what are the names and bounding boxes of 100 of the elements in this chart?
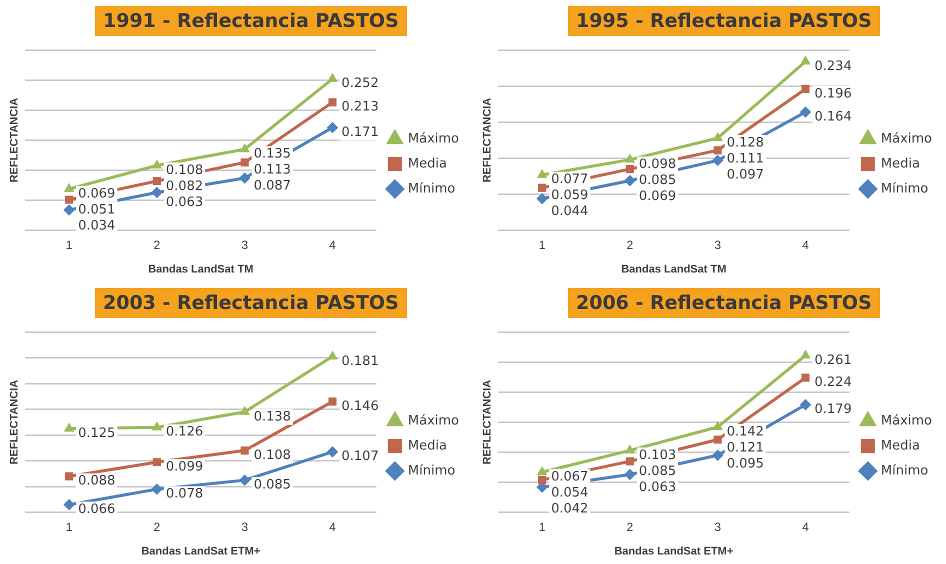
- x-axis-title: Bandas LandSat TM: [621, 263, 726, 276]
- point: [625, 154, 635, 163]
- point: [65, 472, 74, 480]
- point: [538, 184, 546, 192]
- y-axis-title: REFLECTANCIA: [8, 380, 21, 465]
- point: [626, 457, 634, 466]
- x-tick-label: 3: [241, 520, 248, 534]
- point: [625, 444, 635, 454]
- legend-label: Mínimo: [408, 181, 456, 196]
- data-label: 0.261: [814, 352, 852, 368]
- data-label: 0.099: [166, 460, 204, 475]
- data-label: 0.098: [638, 157, 676, 172]
- point: [537, 169, 547, 178]
- data-label: 0.063: [166, 194, 204, 210]
- data-label: 0.085: [638, 464, 676, 479]
- y-axis-title: REFLECTANCIA: [482, 98, 494, 183]
- data-label: 0.196: [814, 86, 852, 102]
- data-label: 0.069: [638, 189, 676, 204]
- data-label: 0.179: [814, 402, 852, 418]
- data-label: 0.125: [78, 426, 116, 442]
- point: [800, 56, 810, 65]
- x-tick-label: 2: [626, 520, 634, 534]
- point: [801, 84, 810, 93]
- point: [326, 446, 338, 458]
- point: [712, 132, 723, 142]
- data-label: 0.252: [341, 76, 379, 92]
- point: [714, 146, 722, 154]
- legend-label: Mínimo: [880, 463, 928, 478]
- x-axis-title: Bandas LandSat TM: [148, 263, 254, 276]
- data-label: 0.054: [551, 485, 588, 500]
- data-label: 0.164: [814, 109, 852, 124]
- point: [626, 165, 634, 174]
- data-label: 0.059: [551, 188, 588, 204]
- x-tick-label: 1: [538, 520, 546, 534]
- data-label: 0.121: [726, 440, 764, 456]
- point: [538, 476, 546, 484]
- data-label: 0.088: [78, 474, 116, 489]
- legend-label: Mínimo: [880, 181, 928, 196]
- y-axis-title: REFLECTANCIA: [8, 98, 21, 183]
- legend-label: Máximo: [408, 131, 460, 146]
- x-tick-label: 1: [66, 238, 73, 252]
- data-label: 0.034: [78, 218, 116, 234]
- data-label: 0.082: [166, 178, 204, 194]
- data-label: 0.142: [726, 424, 764, 440]
- data-label: 0.234: [814, 58, 852, 74]
- point: [712, 422, 723, 430]
- data-label: 0.042: [551, 501, 588, 516]
- x-tick-label: 4: [802, 520, 810, 534]
- point: [64, 204, 75, 216]
- point: [714, 436, 722, 444]
- point: [151, 484, 162, 495]
- chart-title: 2003 - Reflectancia PASTOS: [95, 288, 407, 318]
- point: [151, 187, 162, 198]
- x-tick-label: 1: [538, 238, 546, 252]
- data-label: 0.095: [726, 456, 764, 472]
- point: [800, 106, 811, 118]
- data-label: 0.107: [341, 449, 379, 464]
- data-label: 0.087: [254, 178, 291, 194]
- x-tick-label: 3: [241, 238, 248, 252]
- point: [64, 423, 74, 432]
- x-tick-label: 3: [714, 238, 722, 252]
- chart-title: 1995 - Reflectancia PASTOS: [568, 6, 880, 36]
- point: [536, 193, 548, 204]
- point: [240, 446, 249, 455]
- data-label: 0.067: [551, 469, 588, 484]
- legend-label: Máximo: [408, 413, 460, 428]
- data-label: 0.135: [254, 146, 291, 162]
- x-tick-label: 2: [626, 238, 634, 252]
- point: [537, 466, 547, 476]
- data-label: 0.066: [78, 502, 116, 518]
- data-label: 0.181: [341, 354, 379, 369]
- legend-label: Media: [408, 438, 447, 454]
- legend-label: Mínimo: [408, 463, 456, 478]
- point: [64, 499, 75, 510]
- point: [239, 172, 250, 184]
- data-label: 0.103: [638, 448, 676, 463]
- point: [326, 122, 338, 134]
- point: [712, 154, 724, 166]
- chart-title: 2006 - Reflectancia PASTOS: [568, 288, 880, 318]
- data-label: 0.213: [341, 100, 379, 115]
- data-label: 0.126: [166, 424, 204, 440]
- x-tick-label: 4: [329, 238, 336, 252]
- data-label: 0.113: [254, 162, 291, 178]
- point: [152, 160, 162, 168]
- data-label: 0.077: [551, 172, 588, 188]
- x-tick-label: 2: [154, 238, 161, 252]
- point: [152, 177, 161, 186]
- legend-label: Máximo: [880, 131, 932, 146]
- data-label: 0.108: [166, 162, 204, 178]
- point: [65, 196, 74, 204]
- point: [328, 350, 338, 360]
- x-tick-label: 4: [329, 520, 336, 534]
- data-label: 0.044: [551, 204, 588, 220]
- point: [328, 73, 338, 82]
- x-tick-label: 4: [802, 238, 810, 252]
- data-label: 0.063: [638, 480, 676, 495]
- data-label: 0.108: [254, 448, 291, 463]
- data-label: 0.085: [254, 478, 291, 493]
- point: [328, 398, 337, 406]
- point: [152, 422, 162, 430]
